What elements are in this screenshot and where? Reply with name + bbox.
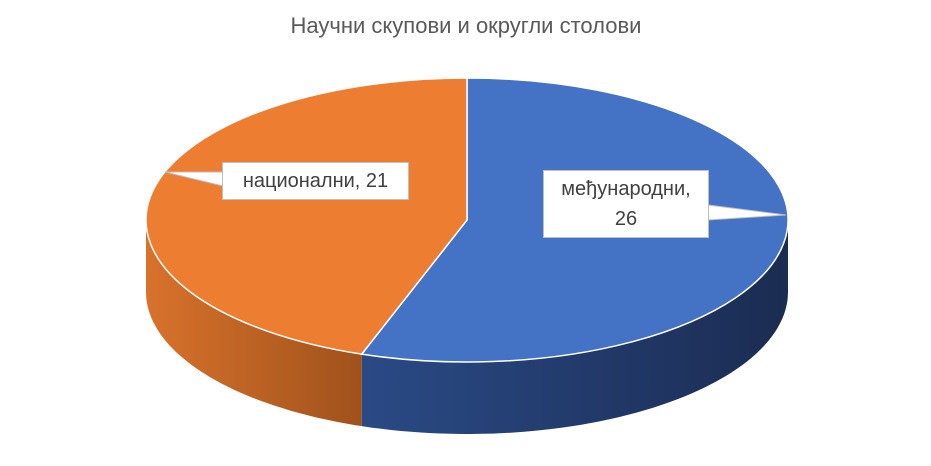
slice-side bbox=[361, 220, 788, 434]
slice bbox=[145, 77, 468, 355]
data-label: међународни, 26 bbox=[543, 170, 709, 238]
chart-title: Научни скупови и округли столови bbox=[291, 13, 642, 38]
data-label: национални, 21 bbox=[222, 162, 409, 200]
slice-side bbox=[146, 220, 362, 427]
